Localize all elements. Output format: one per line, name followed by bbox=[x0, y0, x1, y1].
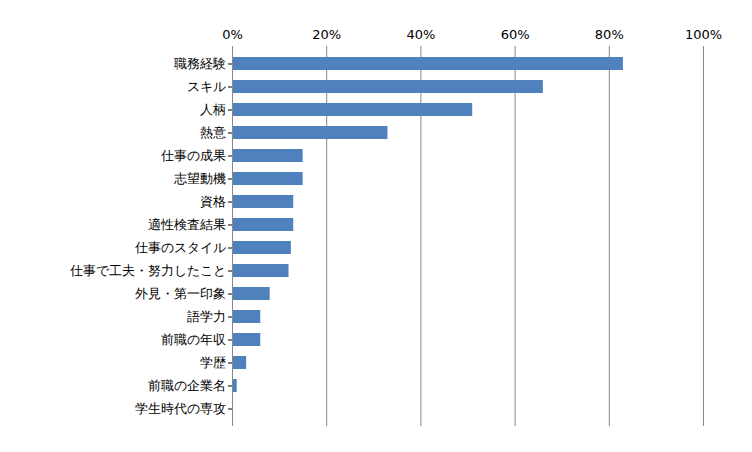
svg-text:語学力: 語学力 bbox=[187, 309, 226, 324]
svg-text:学生時代の専攻: 学生時代の専攻 bbox=[135, 401, 226, 416]
svg-text:資格: 資格 bbox=[200, 194, 226, 209]
svg-text:80%: 80% bbox=[595, 27, 624, 42]
svg-text:前職の企業名: 前職の企業名 bbox=[148, 378, 226, 393]
svg-text:学歴: 学歴 bbox=[200, 355, 226, 370]
svg-text:職務経験: 職務経験 bbox=[174, 56, 226, 71]
svg-text:適性検査結果: 適性検査結果 bbox=[148, 217, 226, 232]
svg-text:仕事のスタイル: 仕事のスタイル bbox=[134, 240, 226, 255]
svg-text:外見・第一印象: 外見・第一印象 bbox=[135, 286, 226, 301]
svg-text:スキル: スキル bbox=[187, 79, 226, 94]
svg-text:熱意: 熱意 bbox=[200, 125, 226, 140]
svg-text:100%: 100% bbox=[685, 27, 722, 42]
svg-text:仕事の成果: 仕事の成果 bbox=[160, 148, 226, 163]
svg-text:40%: 40% bbox=[406, 27, 435, 42]
svg-text:20%: 20% bbox=[312, 27, 341, 42]
svg-text:0%: 0% bbox=[222, 27, 243, 42]
svg-text:志望動機: 志望動機 bbox=[174, 171, 226, 186]
svg-text:人柄: 人柄 bbox=[200, 102, 226, 117]
svg-text:前職の年収: 前職の年収 bbox=[161, 332, 226, 347]
svg-text:仕事で工夫・努力したこと: 仕事で工夫・努力したこと bbox=[69, 263, 226, 278]
svg-text:60%: 60% bbox=[501, 27, 530, 42]
